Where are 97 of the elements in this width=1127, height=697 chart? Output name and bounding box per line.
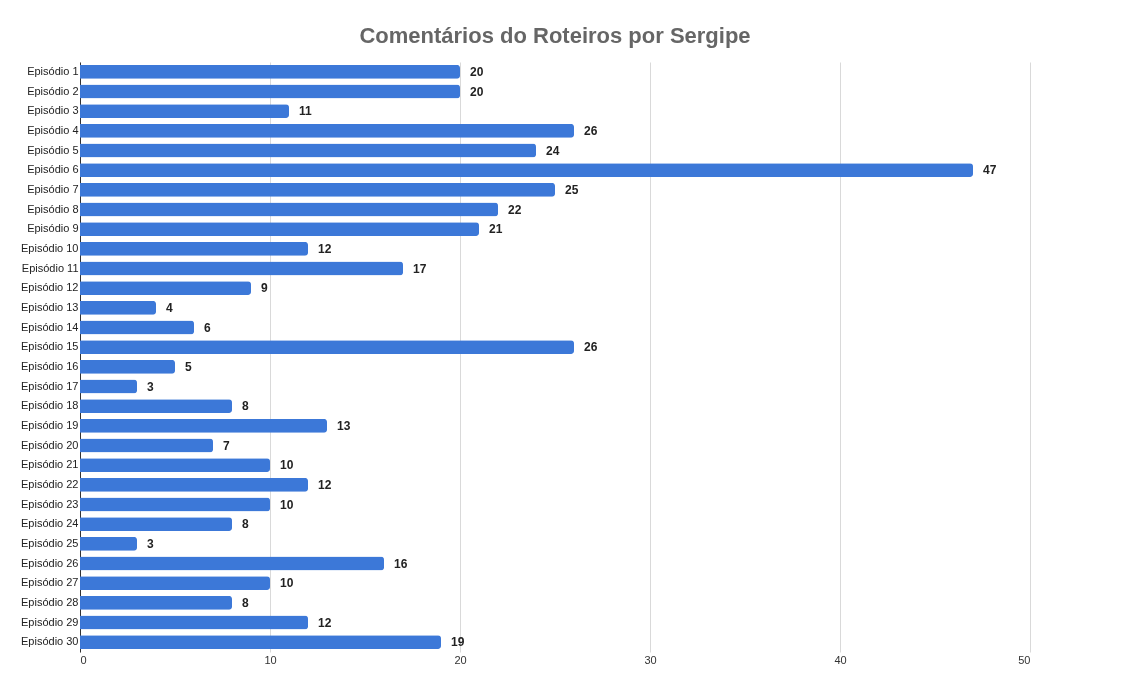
data-label: 12 <box>318 241 332 256</box>
bar <box>80 64 460 79</box>
data-label: 19 <box>451 635 465 650</box>
y-tick-label: Episódio 16 <box>21 359 79 372</box>
data-label: 12 <box>318 477 332 492</box>
data-label: 21 <box>489 222 503 237</box>
y-tick-label: Episódio 14 <box>21 320 79 333</box>
data-label: 6 <box>204 320 211 335</box>
data-label: 3 <box>147 379 154 394</box>
bar <box>80 261 403 276</box>
x-tick-label: 30 <box>644 653 657 666</box>
bar <box>80 104 289 119</box>
bar <box>80 497 270 512</box>
data-label: 8 <box>242 595 249 610</box>
y-tick-label: Episódio 17 <box>21 379 79 392</box>
bar <box>80 202 498 217</box>
data-label: 24 <box>546 143 560 158</box>
bar <box>80 418 327 433</box>
x-tick-label: 10 <box>264 653 277 666</box>
data-label: 11 <box>299 104 313 119</box>
data-label: 5 <box>185 359 192 374</box>
y-tick-label: Episódio 22 <box>21 477 79 490</box>
y-tick-label: Episódio 21 <box>21 458 79 471</box>
bar <box>80 281 251 296</box>
y-tick-label: Episódio 5 <box>27 143 79 156</box>
y-tick-label: Episódio 13 <box>21 300 79 313</box>
bar <box>80 458 270 473</box>
y-tick-label: Episódio 18 <box>21 399 79 412</box>
data-label: 20 <box>470 84 484 99</box>
data-label: 26 <box>584 340 598 355</box>
y-tick-label: Episódio 23 <box>21 497 79 510</box>
y-tick-label: Episódio 26 <box>21 556 79 569</box>
data-label: 22 <box>508 202 522 217</box>
data-label: 16 <box>394 556 408 571</box>
bar <box>80 576 270 591</box>
bar <box>80 300 156 315</box>
data-label: 17 <box>413 261 427 276</box>
y-tick-label: Episódio 20 <box>21 438 79 451</box>
data-label: 13 <box>337 418 351 433</box>
y-tick-label: Episódio 29 <box>21 615 79 628</box>
bar <box>80 635 441 650</box>
data-label: 12 <box>318 615 332 630</box>
bar <box>80 320 194 335</box>
bar <box>80 222 479 237</box>
bar <box>80 399 232 414</box>
y-tick-label: Episódio 27 <box>21 576 79 589</box>
bar <box>80 359 175 374</box>
bar <box>80 84 460 99</box>
y-tick-label: Episódio 28 <box>21 595 79 608</box>
bar <box>80 477 308 492</box>
y-tick-label: Episódio 10 <box>21 241 79 254</box>
data-label: 20 <box>470 64 484 79</box>
bar <box>80 182 555 197</box>
data-label: 3 <box>147 536 154 551</box>
bar <box>80 556 384 571</box>
bar <box>80 438 213 453</box>
bar <box>80 340 574 355</box>
y-tick-label: Episódio 19 <box>21 418 79 431</box>
bar <box>80 379 137 394</box>
bar <box>80 163 973 178</box>
data-label: 8 <box>242 399 249 414</box>
bar <box>80 123 574 138</box>
bar <box>80 143 536 158</box>
y-tick-label: Episódio 24 <box>21 517 79 530</box>
y-tick-label: Episódio 9 <box>27 222 79 235</box>
x-tick-label: 20 <box>454 653 467 666</box>
y-tick-label: Episódio 2 <box>27 84 79 97</box>
y-tick-label: Episódio 30 <box>21 635 79 648</box>
bar <box>80 536 137 551</box>
data-label: 10 <box>280 576 294 591</box>
data-label: 10 <box>280 497 294 512</box>
data-label: 4 <box>166 300 173 315</box>
chart-title: Comentários do Roteiros por Sergipe <box>359 23 751 48</box>
bar <box>80 241 308 256</box>
data-label: 26 <box>584 123 598 138</box>
y-tick-label: Episódio 1 <box>27 64 79 77</box>
data-label: 7 <box>223 438 230 453</box>
y-tick-label: Episódio 4 <box>27 123 79 136</box>
data-label: 9 <box>261 281 268 296</box>
y-tick-label: Episódio 25 <box>21 536 79 549</box>
data-label: 8 <box>242 517 249 532</box>
data-label: 25 <box>565 182 579 197</box>
y-tick-label: Episódio 12 <box>21 281 79 294</box>
y-tick-label: Episódio 3 <box>27 104 79 117</box>
y-tick-label: Episódio 8 <box>27 202 79 215</box>
data-label: 10 <box>280 458 294 473</box>
y-tick-label: Episódio 6 <box>27 163 79 176</box>
x-tick-label: 0 <box>80 653 87 666</box>
data-label: 47 <box>983 163 997 178</box>
y-tick-label: Episódio 7 <box>27 182 79 195</box>
x-tick-label: 40 <box>834 653 847 666</box>
bar <box>80 595 232 610</box>
y-tick-label: Episódio 15 <box>21 340 79 353</box>
y-tick-label: Episódio 11 <box>21 261 79 274</box>
bar <box>80 517 232 532</box>
bar <box>80 615 308 630</box>
x-tick-label: 50 <box>1018 653 1031 666</box>
